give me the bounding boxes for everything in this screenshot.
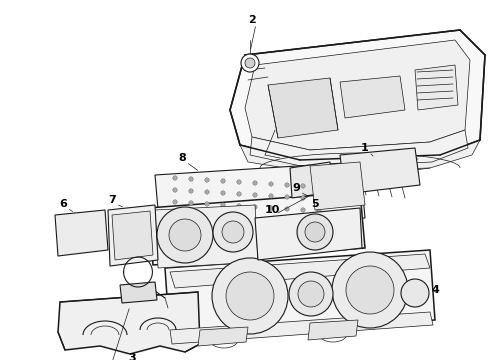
Circle shape — [269, 194, 273, 198]
Circle shape — [213, 212, 253, 252]
Polygon shape — [290, 162, 332, 198]
Circle shape — [221, 191, 225, 195]
Polygon shape — [340, 76, 405, 118]
Circle shape — [241, 54, 259, 72]
Circle shape — [189, 177, 193, 181]
Text: 10: 10 — [264, 205, 280, 215]
Circle shape — [269, 206, 273, 210]
Text: 6: 6 — [59, 199, 67, 209]
Polygon shape — [170, 312, 433, 344]
Circle shape — [305, 222, 325, 242]
Polygon shape — [58, 292, 200, 354]
Text: 5: 5 — [311, 199, 319, 209]
Circle shape — [226, 272, 274, 320]
Polygon shape — [245, 40, 470, 150]
Polygon shape — [250, 130, 468, 168]
Circle shape — [317, 209, 321, 213]
Circle shape — [189, 213, 193, 217]
Circle shape — [253, 205, 257, 209]
Circle shape — [221, 215, 225, 219]
Polygon shape — [340, 148, 420, 194]
Circle shape — [301, 184, 305, 188]
Circle shape — [237, 216, 241, 220]
Polygon shape — [230, 30, 485, 160]
Circle shape — [285, 183, 289, 187]
Circle shape — [401, 279, 429, 307]
Text: 8: 8 — [178, 153, 186, 163]
Circle shape — [173, 212, 177, 216]
Circle shape — [212, 258, 288, 334]
Polygon shape — [112, 211, 153, 260]
Text: 9: 9 — [292, 183, 300, 193]
Circle shape — [289, 272, 333, 316]
Circle shape — [301, 196, 305, 200]
Polygon shape — [155, 162, 365, 232]
Text: 4: 4 — [431, 285, 439, 295]
Polygon shape — [240, 140, 480, 172]
Circle shape — [237, 180, 241, 184]
Polygon shape — [155, 205, 258, 268]
Polygon shape — [255, 208, 362, 260]
Circle shape — [205, 190, 209, 194]
Circle shape — [317, 221, 321, 225]
Circle shape — [221, 203, 225, 207]
Circle shape — [285, 207, 289, 211]
Polygon shape — [308, 320, 358, 340]
Circle shape — [205, 214, 209, 218]
Polygon shape — [165, 250, 435, 340]
Polygon shape — [310, 162, 365, 210]
Circle shape — [346, 266, 394, 314]
Circle shape — [253, 193, 257, 197]
Circle shape — [205, 202, 209, 206]
Circle shape — [269, 182, 273, 186]
Text: 3: 3 — [128, 353, 136, 360]
Circle shape — [285, 219, 289, 223]
Circle shape — [332, 252, 408, 328]
Circle shape — [205, 178, 209, 182]
Circle shape — [269, 218, 273, 222]
Circle shape — [189, 201, 193, 205]
Text: 7: 7 — [108, 195, 116, 205]
Polygon shape — [170, 254, 430, 288]
Text: 1: 1 — [361, 143, 369, 153]
Circle shape — [221, 179, 225, 183]
Circle shape — [317, 197, 321, 201]
Polygon shape — [108, 205, 158, 266]
Circle shape — [222, 221, 244, 243]
Circle shape — [285, 195, 289, 199]
Polygon shape — [120, 282, 157, 303]
Polygon shape — [268, 78, 338, 138]
Circle shape — [173, 200, 177, 204]
Circle shape — [301, 220, 305, 224]
Polygon shape — [55, 210, 108, 256]
Circle shape — [253, 181, 257, 185]
Circle shape — [298, 281, 324, 307]
Circle shape — [245, 58, 255, 68]
Polygon shape — [148, 192, 365, 265]
Circle shape — [157, 207, 213, 263]
Circle shape — [173, 188, 177, 192]
Polygon shape — [198, 327, 248, 346]
Text: 2: 2 — [248, 15, 256, 25]
Circle shape — [189, 189, 193, 193]
Circle shape — [301, 208, 305, 212]
Circle shape — [237, 204, 241, 208]
Circle shape — [169, 219, 201, 251]
Circle shape — [253, 217, 257, 221]
Circle shape — [297, 214, 333, 250]
Polygon shape — [415, 65, 458, 110]
Circle shape — [237, 192, 241, 196]
Circle shape — [317, 185, 321, 189]
Circle shape — [173, 176, 177, 180]
